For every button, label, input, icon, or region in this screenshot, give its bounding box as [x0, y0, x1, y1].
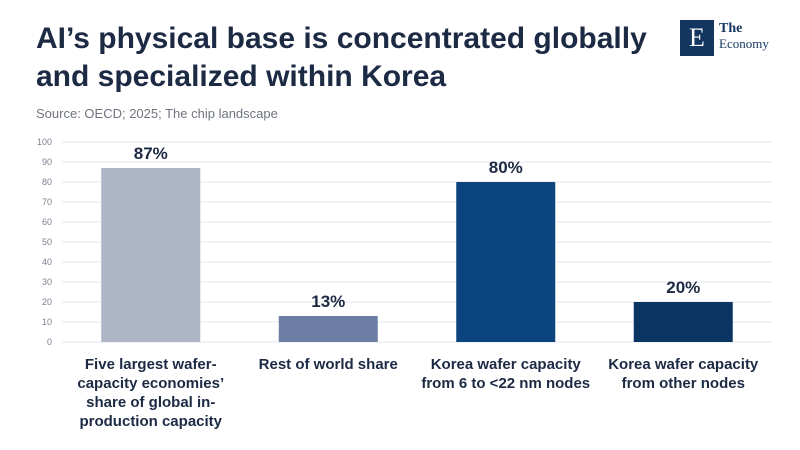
data-label: 87% — [134, 144, 168, 163]
y-tick-label: 50 — [42, 237, 52, 247]
x-tick-label: Rest of world share — [243, 355, 413, 374]
y-tick-label: 70 — [42, 197, 52, 207]
x-tick-label-line: Rest of world share — [258, 356, 398, 373]
y-tick-label: 10 — [42, 317, 52, 327]
x-tick-label-line: from 6 to <22 nm nodes — [421, 375, 591, 392]
y-tick-label: 0 — [47, 337, 52, 347]
y-tick-label: 40 — [42, 257, 52, 267]
bar — [456, 182, 556, 342]
y-tick-label: 20 — [42, 297, 52, 307]
x-tick-label-line: share of global in- — [86, 394, 216, 411]
y-tick-label: 90 — [42, 157, 52, 167]
chart-title-line-1: AI’s physical base is concentrated globa… — [36, 22, 647, 55]
data-label: 20% — [666, 278, 700, 297]
x-tick-label-line: production capacity — [79, 413, 223, 430]
y-tick-label: 60 — [42, 217, 52, 227]
x-tick-label: Korea wafer capacity from other nodes — [598, 355, 768, 393]
y-tick-label: 30 — [42, 277, 52, 287]
x-tick-label-line: from other nodes — [621, 375, 745, 392]
bar-chart: 0 10 20 30 40 50 60 70 80 90 100 87% 13% 80% 20% — [37, 137, 772, 347]
logo-wordmark: The Economy — [719, 21, 789, 51]
logo-text-line-1: The — [719, 21, 743, 36]
x-tick-label-line: Korea wafer capacity — [430, 356, 581, 373]
x-tick-label: Five largest wafer-capacity economies’ sh… — [66, 355, 236, 431]
chart-title-line-2: and specialized within Korea — [36, 60, 447, 93]
logo-mark: E — [680, 20, 714, 56]
y-tick-label: 100 — [37, 137, 52, 147]
data-label: 13% — [311, 292, 345, 311]
data-label: 80% — [489, 158, 523, 177]
bar — [633, 302, 733, 342]
source-note: Source: OECD; 2025; The chip landscape — [36, 106, 278, 121]
x-tick-label-line: capacity economies’ — [77, 375, 225, 392]
logo-text-line-2: Economy — [719, 36, 769, 51]
x-tick-label-line: Korea wafer capacity — [608, 356, 759, 373]
x-tick-label: Korea wafer capacity from 6 to <22 nm nod… — [421, 355, 591, 393]
x-tick-label-line: Five largest wafer- — [84, 356, 217, 373]
bar — [101, 168, 201, 342]
bar — [278, 316, 378, 342]
brand-logo: E The Economy — [680, 20, 780, 58]
y-tick-label: 80 — [42, 177, 52, 187]
chart-title: AI’s physical base is concentrated globa… — [36, 20, 656, 96]
